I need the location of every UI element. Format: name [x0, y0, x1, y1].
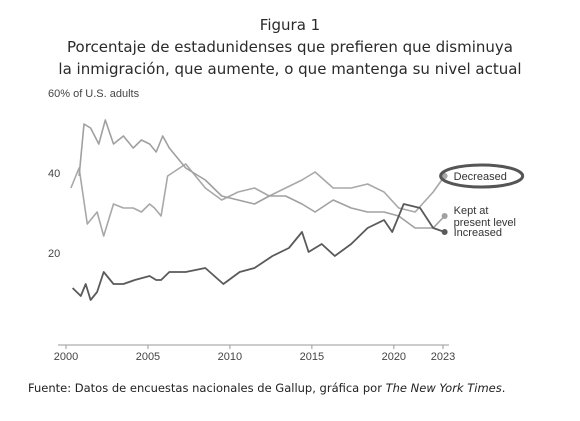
x-tick-label: 2015	[300, 351, 324, 363]
series-end-point-0	[441, 173, 448, 179]
figure-title-line-1: Porcentaje de estadunidenses que prefier…	[67, 38, 513, 56]
x-tick-label: 2020	[382, 351, 406, 363]
source-prefix: Fuente: Datos de encuestas nacionales de…	[28, 381, 386, 395]
figure-header: Figura 1 Porcentaje de estadunidenses qu…	[0, 14, 580, 80]
figure-number: Figura 1	[259, 16, 321, 34]
y-tick-label: 20	[48, 248, 60, 260]
x-tick-label: 2010	[218, 351, 242, 363]
series-line-1	[78, 119, 446, 229]
series-label-1: present level	[454, 217, 516, 229]
source-note: Fuente: Datos de encuestas nacionales de…	[28, 381, 505, 395]
y-tick-label: 60% of U.S. adults	[48, 88, 140, 100]
x-tick-label: 2000	[54, 351, 78, 363]
chart-axes: 60% of U.S. adults 40 20 2000 2005 2010 2015 20…	[48, 88, 455, 363]
series-label-0: Decreased	[454, 171, 507, 183]
figure-title-line-2: la inmigración, que aumente, o que mante…	[58, 60, 522, 78]
series-end-point-1	[441, 213, 448, 219]
y-tick-label: 40	[48, 168, 60, 180]
x-tick-label: 2005	[136, 351, 160, 363]
series-end-point-2	[441, 229, 448, 235]
x-tick-label: 2023	[431, 351, 455, 363]
source-suffix: .	[501, 381, 506, 395]
series-line-2	[71, 203, 445, 301]
series-label-2: Increased	[454, 227, 502, 239]
source-publication: The New York Times	[385, 381, 502, 395]
chart-series	[70, 119, 448, 301]
highlight-ellipse	[439, 163, 525, 189]
series-line-0	[70, 163, 446, 237]
series-label-1: Kept at	[454, 205, 489, 217]
